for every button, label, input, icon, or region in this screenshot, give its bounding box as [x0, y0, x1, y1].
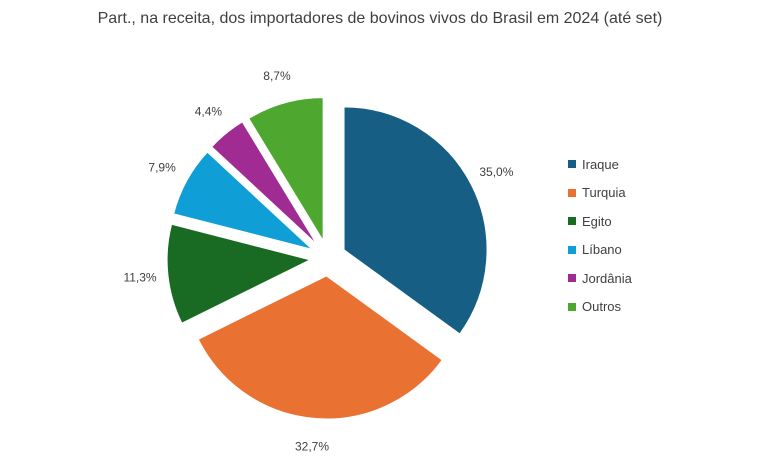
- data-label: 35,0%: [479, 165, 513, 179]
- pie-slice-jordânia: [211, 121, 318, 245]
- data-label: 11,3%: [123, 271, 156, 285]
- legend-label: Jordânia: [582, 270, 632, 286]
- data-label: 4,4%: [195, 105, 223, 119]
- legend-swatch: [568, 188, 576, 197]
- legend-swatch: [568, 274, 576, 283]
- legend-item: Jordânia: [568, 264, 632, 293]
- pie-slice-líbano: [173, 151, 313, 250]
- pie-slice-outros: [248, 97, 324, 243]
- legend-item: Iraque: [568, 150, 632, 179]
- pie-slice-iraque: [343, 106, 488, 335]
- legend-label: Outros: [582, 299, 622, 315]
- legend-swatch: [568, 160, 576, 169]
- pie-slice-egito: [166, 223, 312, 324]
- pie-slice-turquia: [197, 275, 443, 420]
- legend-item: Egito: [568, 207, 632, 236]
- legend-swatch: [568, 302, 576, 311]
- legend-item: Líbano: [568, 236, 632, 265]
- legend-label: Líbano: [582, 242, 622, 258]
- legend-label: Turquia: [582, 185, 626, 201]
- data-label: 8,7%: [263, 69, 291, 83]
- legend-item: Outros: [568, 293, 632, 322]
- legend-swatch: [568, 245, 576, 254]
- legend-swatch: [568, 217, 576, 226]
- legend-label: Egito: [582, 213, 612, 229]
- legend: Iraque Turquia Egito Líbano Jordânia Outros: [568, 150, 632, 321]
- data-label: 7,9%: [148, 160, 176, 174]
- data-label: 32,7%: [295, 439, 329, 453]
- chart-title: Part., na receita, dos importadores de b…: [97, 10, 663, 27]
- legend-label: Iraque: [582, 156, 619, 172]
- legend-item: Turquia: [568, 179, 632, 208]
